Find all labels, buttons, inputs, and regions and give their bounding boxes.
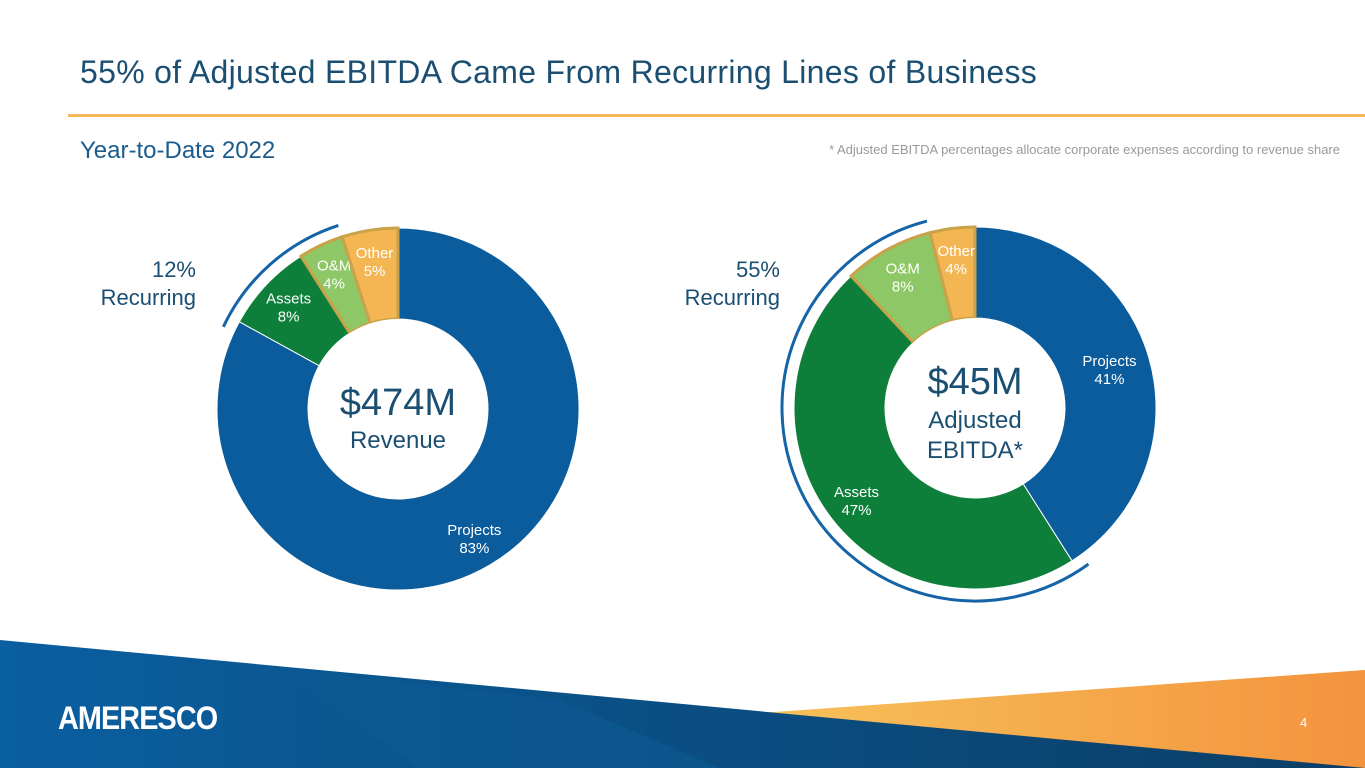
- ameresco-logo: AMERESCO: [58, 700, 218, 736]
- slice-label: O&M 4%: [317, 257, 351, 292]
- subtitle: Year-to-Date 2022: [80, 137, 276, 164]
- recurring-label-ebitda: 55% Recurring: [660, 256, 780, 312]
- slice-label: O&M 8%: [886, 261, 920, 296]
- recurring-bracket: [222, 224, 339, 328]
- center-value: $474M: [340, 382, 456, 424]
- slice-label: Projects 83%: [447, 522, 501, 557]
- recurring-text: Recurring: [684, 285, 780, 310]
- center-value: $45M: [927, 361, 1022, 403]
- page-title: 55% of Adjusted EBITDA Came From Recurri…: [80, 54, 1038, 90]
- recurring-pct: 55%: [735, 257, 780, 282]
- recurring-label-revenue: 12% Recurring: [80, 256, 196, 312]
- slice-label: Assets 47%: [834, 484, 879, 519]
- slice-label: Other 4%: [937, 243, 975, 278]
- recurring-pct: 12%: [151, 257, 196, 282]
- recurring-bracket: [780, 219, 1090, 603]
- center-label: EBITDA*: [927, 437, 1023, 464]
- footnote: * Adjusted EBITDA percentages allocate c…: [829, 142, 1340, 157]
- center-label: Adjusted: [928, 407, 1021, 434]
- donut-0: Projects 83% Assets 8%O&M 4%Other 5% $474M Reve…: [216, 224, 580, 591]
- donut-hole: [885, 318, 1065, 498]
- page-number: 4: [1300, 715, 1308, 730]
- slice-label: Projects 41%: [1082, 353, 1136, 388]
- center-label: Revenue: [350, 427, 446, 454]
- donut-1: Projects 41% Assets 47% O&M 8% Other 4% $45M Adju…: [780, 219, 1157, 603]
- donut-hole: [308, 319, 488, 499]
- slice-label: Assets 8%: [266, 290, 311, 325]
- slice-label: Other 5%: [356, 245, 394, 280]
- title-divider: [68, 114, 1365, 117]
- recurring-text: Recurring: [100, 285, 196, 310]
